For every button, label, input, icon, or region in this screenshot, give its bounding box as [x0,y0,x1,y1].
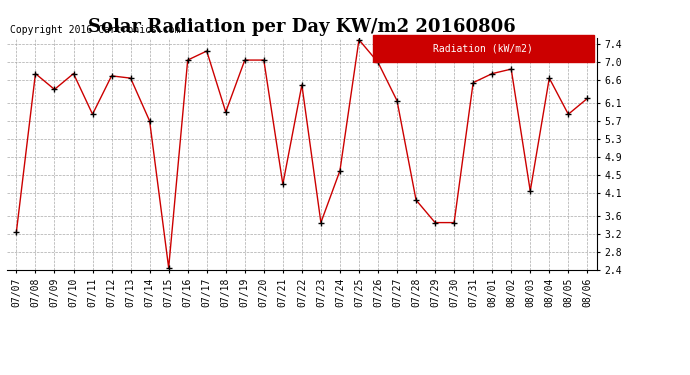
Text: Copyright 2016 Cartronics.com: Copyright 2016 Cartronics.com [10,25,180,35]
Title: Solar Radiation per Day KW/m2 20160806: Solar Radiation per Day KW/m2 20160806 [88,18,515,36]
Bar [373,35,594,62]
Text: Radiation (kW/m2): Radiation (kW/m2) [433,44,533,54]
